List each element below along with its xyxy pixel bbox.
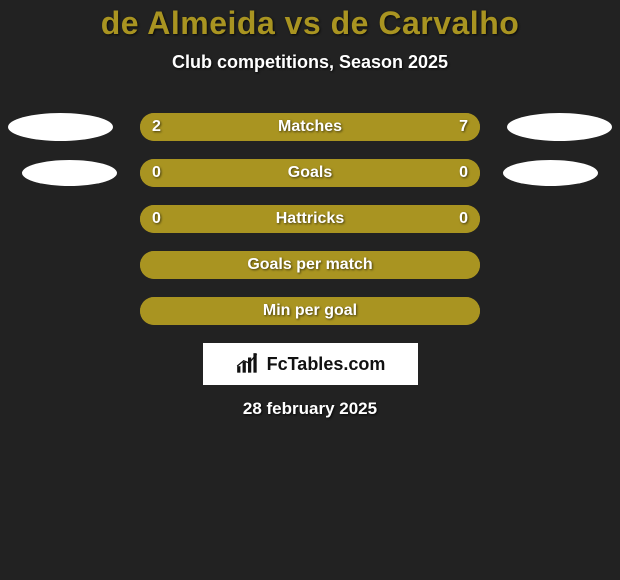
stat-left-value: 0: [152, 159, 161, 187]
stat-bar-track: Matches27: [140, 113, 480, 141]
player-photo-placeholder: [8, 113, 113, 141]
comparison-infographic: de Almeida vs de Carvalho Club competiti…: [0, 0, 620, 580]
stat-right-value: 0: [459, 159, 468, 187]
player-photo-placeholder: [22, 160, 117, 186]
stat-bar-right: [310, 205, 480, 233]
stat-row: Hattricks00: [0, 205, 620, 233]
stat-bar-left: [140, 297, 310, 325]
page-title: de Almeida vs de Carvalho: [0, 5, 620, 42]
stat-bar-right: [310, 159, 480, 187]
stat-bar-track: Hattricks00: [140, 205, 480, 233]
stat-bar-track: Min per goal: [140, 297, 480, 325]
stat-bar-left: [140, 205, 310, 233]
player-photo-placeholder: [503, 160, 598, 186]
date-text: 28 february 2025: [0, 399, 620, 419]
stat-row: Goals00: [0, 159, 620, 187]
stat-bar-right: [310, 251, 480, 279]
stat-bar-right: [215, 113, 480, 141]
stat-bar-left: [140, 251, 310, 279]
player-photo-placeholder: [507, 113, 612, 141]
stat-bar-track: Goals00: [140, 159, 480, 187]
stat-bar-left: [140, 159, 310, 187]
stat-bar-track: Goals per match: [140, 251, 480, 279]
stat-row: Min per goal: [0, 297, 620, 325]
stat-rows: Matches27Goals00Hattricks00Goals per mat…: [0, 113, 620, 325]
stat-bar-right: [310, 297, 480, 325]
stat-row: Matches27: [0, 113, 620, 141]
stat-left-value: 2: [152, 113, 161, 141]
stat-left-value: 0: [152, 205, 161, 233]
page-subtitle: Club competitions, Season 2025: [0, 52, 620, 73]
stat-row: Goals per match: [0, 251, 620, 279]
source-logo: FcTables.com: [203, 343, 418, 385]
stat-right-value: 7: [459, 113, 468, 141]
logo-text: FcTables.com: [267, 354, 386, 375]
stat-right-value: 0: [459, 205, 468, 233]
bar-chart-icon: [235, 351, 261, 377]
